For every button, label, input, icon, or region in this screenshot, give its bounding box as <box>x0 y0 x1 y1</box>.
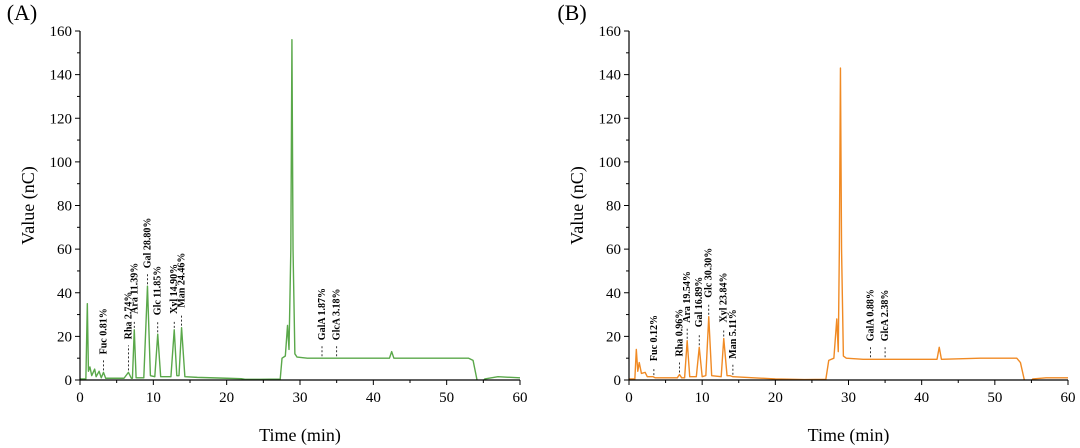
x-axis-title: Time (min) <box>259 425 341 446</box>
x-tick-label: 40 <box>914 390 929 406</box>
x-tick-label: 60 <box>1061 390 1076 406</box>
panel-b: 0 10 20 30 40 50 60 0 20 40 60 80 100 120 140 160 Time (… <box>557 0 1075 446</box>
x-tick-label: 40 <box>366 390 381 406</box>
y-tick-label: 0 <box>65 373 73 389</box>
annotation-label: Ara 19.54% <box>682 271 693 323</box>
annotation-label: Fuc 0.81% <box>98 308 109 354</box>
x-tick-label: 20 <box>219 390 234 406</box>
annotation-label: GlcA 3.18% <box>332 289 343 341</box>
y-tick-label: 140 <box>599 68 622 84</box>
y-tick-label: 120 <box>599 111 622 127</box>
x-tick-label: 0 <box>625 390 633 406</box>
x-tick-label: 30 <box>293 390 308 406</box>
y-axis-title: Value (nC) <box>18 166 39 244</box>
annotation-label: GalA 1.87% <box>317 288 328 340</box>
annotation-label: Xyl 23.84% <box>719 273 730 323</box>
y-tick-label: 160 <box>50 24 73 40</box>
y-tick-label: 100 <box>599 155 622 171</box>
annotation-label: Glc 11.85% <box>153 266 164 315</box>
annotation-label: Xyl 14.90% <box>169 264 180 314</box>
annotation-label: GlcA 2.38% <box>880 290 891 342</box>
x-tick-label: 60 <box>513 390 528 406</box>
panel-a: 0 10 20 30 40 50 60 0 20 40 60 80 100 120 140 160 Time (… <box>7 0 528 446</box>
annotation-label: Rha 0.96% <box>674 309 685 357</box>
series-line-0 <box>80 39 520 380</box>
panel-label: (B) <box>557 0 586 25</box>
y-tick-label: 160 <box>599 24 622 40</box>
y-tick-label: 40 <box>606 286 621 302</box>
panel-label: (A) <box>7 0 38 25</box>
y-tick-label: 60 <box>57 242 72 258</box>
y-tick-label: 20 <box>606 329 621 345</box>
x-tick-label: 10 <box>695 390 710 406</box>
y-tick-label: 120 <box>50 111 73 127</box>
annotation-label: Man 24.46% <box>177 253 188 308</box>
x-tick-label: 10 <box>146 390 161 406</box>
x-axis-title: Time (min) <box>808 425 890 446</box>
annotation-label: Fuc 0.12% <box>649 315 660 361</box>
x-tick-label: 0 <box>76 390 84 406</box>
y-tick-label: 60 <box>606 242 621 258</box>
x-tick-label: 50 <box>987 390 1002 406</box>
y-tick-label: 20 <box>57 329 72 345</box>
y-tick-label: 0 <box>614 373 622 389</box>
annotation-label: Gal 28.80% <box>142 218 153 269</box>
y-axis-title: Value (nC) <box>567 166 588 244</box>
x-tick-label: 50 <box>439 390 454 406</box>
y-tick-label: 140 <box>50 68 73 84</box>
annotation-label: Ara 11.39% <box>129 263 140 314</box>
y-tick-label: 40 <box>57 286 72 302</box>
y-tick-label: 80 <box>57 199 72 215</box>
annotation-label: Gal 16.89% <box>694 277 705 328</box>
x-tick-label: 30 <box>841 390 856 406</box>
series-line-0 <box>629 67 1068 380</box>
x-tick-label: 20 <box>768 390 783 406</box>
y-tick-label: 100 <box>50 155 73 171</box>
annotation-label: Man 5.11% <box>728 309 739 358</box>
annotation-label: GalA 0.88% <box>865 289 876 341</box>
y-tick-label: 80 <box>606 199 621 215</box>
annotation-label: Glc 30.30% <box>704 248 715 298</box>
annotation-label: Rha 2.74% <box>123 292 134 340</box>
